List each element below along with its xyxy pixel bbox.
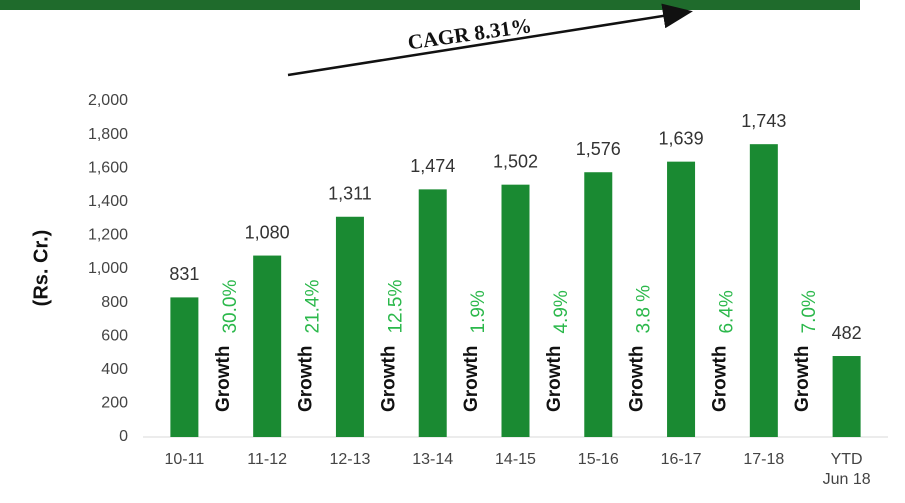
value-label: 1,743 xyxy=(741,111,786,131)
x-tick-label: 17-18 xyxy=(743,451,785,468)
x-tick-label-box: 15-16 xyxy=(577,451,619,468)
value-label: 482 xyxy=(832,323,862,343)
y-tick-label: 600 xyxy=(101,327,128,344)
x-tick-label-box: 10-11 xyxy=(164,451,205,468)
value-label: 1,502 xyxy=(493,151,538,171)
growth-value: 4.9% xyxy=(551,290,572,333)
growth-annotation: Growth 7.0% xyxy=(792,290,820,412)
growth-value: 1.9% xyxy=(468,290,489,333)
bar xyxy=(335,216,364,437)
bar xyxy=(501,184,530,437)
x-tick-label-box: YTD Jun 18 xyxy=(822,451,871,488)
x-tick-label-box: 16-17 xyxy=(660,451,702,468)
growth-word: Growth xyxy=(378,346,399,413)
y-tick-label: 1,000 xyxy=(88,260,128,277)
growth-word: Growth xyxy=(709,346,730,413)
bar xyxy=(418,189,447,437)
value-label: 1,576 xyxy=(576,139,621,159)
y-tick-label: 1,400 xyxy=(88,193,128,210)
growth-annotation: Growth 1.9% xyxy=(461,290,489,412)
growth-value: 21.4% xyxy=(303,280,324,334)
growth-word: Growth xyxy=(544,346,565,413)
growth-annotation: Growth 4.9% xyxy=(544,290,572,412)
bar xyxy=(832,356,861,437)
y-tick-label: 200 xyxy=(101,395,128,412)
growth-value: 12.5% xyxy=(385,280,406,334)
growth-word: Growth xyxy=(461,346,482,412)
y-tick-label: 1,600 xyxy=(88,159,128,176)
bar xyxy=(667,161,696,437)
x-tick-label: 10-11 xyxy=(164,451,205,468)
growth-value: 3.8 % xyxy=(634,285,655,334)
growth-value: 7.0% xyxy=(799,290,820,333)
value-label: 1,639 xyxy=(659,128,704,148)
x-tick-label: 13-14 xyxy=(412,451,454,468)
header-band xyxy=(0,0,860,10)
x-tick-label: 11-12 xyxy=(247,451,288,468)
x-tick-label: 15-16 xyxy=(577,451,619,468)
growth-annotation: Growth 3.8 % xyxy=(627,285,655,412)
x-tick-label-box: 13-14 xyxy=(412,451,454,468)
cagr-arrow xyxy=(287,3,693,77)
y-tick-label: 400 xyxy=(101,361,128,378)
y-tick-label: 1,200 xyxy=(88,227,128,244)
value-label: 1,311 xyxy=(328,184,372,204)
growth-word: Growth xyxy=(627,346,648,413)
growth-word: Growth xyxy=(792,346,813,413)
cagr-label: CAGR 8.31% xyxy=(406,13,533,54)
x-tick-label-box: 14-15 xyxy=(495,451,536,468)
growth-value: 30.0% xyxy=(220,280,241,334)
y-axis-label: (Rs. Cr.) xyxy=(30,230,52,307)
y-tick-label: 2,000 xyxy=(88,92,128,109)
x-tick-label: 16-17 xyxy=(660,451,702,468)
x-tick-label: 12-13 xyxy=(329,451,371,468)
growth-word: Growth xyxy=(296,346,317,413)
value-label: 831 xyxy=(169,264,199,284)
growth-annotation: Growth 12.5% xyxy=(378,280,406,412)
x-tick-label: 14-15 xyxy=(495,451,536,468)
growth-word: Growth xyxy=(213,346,234,413)
growth-value: 6.4% xyxy=(716,290,737,333)
x-tick-label-box: 11-12 xyxy=(247,451,288,468)
bar xyxy=(749,144,778,437)
bar xyxy=(253,255,282,437)
y-tick-label: 1,800 xyxy=(88,126,128,143)
growth-annotation: Growth 21.4% xyxy=(296,280,324,412)
value-label: 1,474 xyxy=(410,156,455,176)
x-tick-label-box: 17-18 xyxy=(743,451,785,468)
bar xyxy=(584,172,613,437)
y-tick-label: 0 xyxy=(119,428,128,445)
x-tick-label: YTD Jun 18 xyxy=(822,451,871,488)
bar xyxy=(170,297,199,437)
growth-annotation: Growth 30.0% xyxy=(213,280,241,412)
value-label: 1,080 xyxy=(245,222,290,242)
x-tick-label-box: 12-13 xyxy=(329,451,371,468)
y-tick-label: 800 xyxy=(101,294,128,311)
growth-annotation: Growth 6.4% xyxy=(709,290,737,412)
